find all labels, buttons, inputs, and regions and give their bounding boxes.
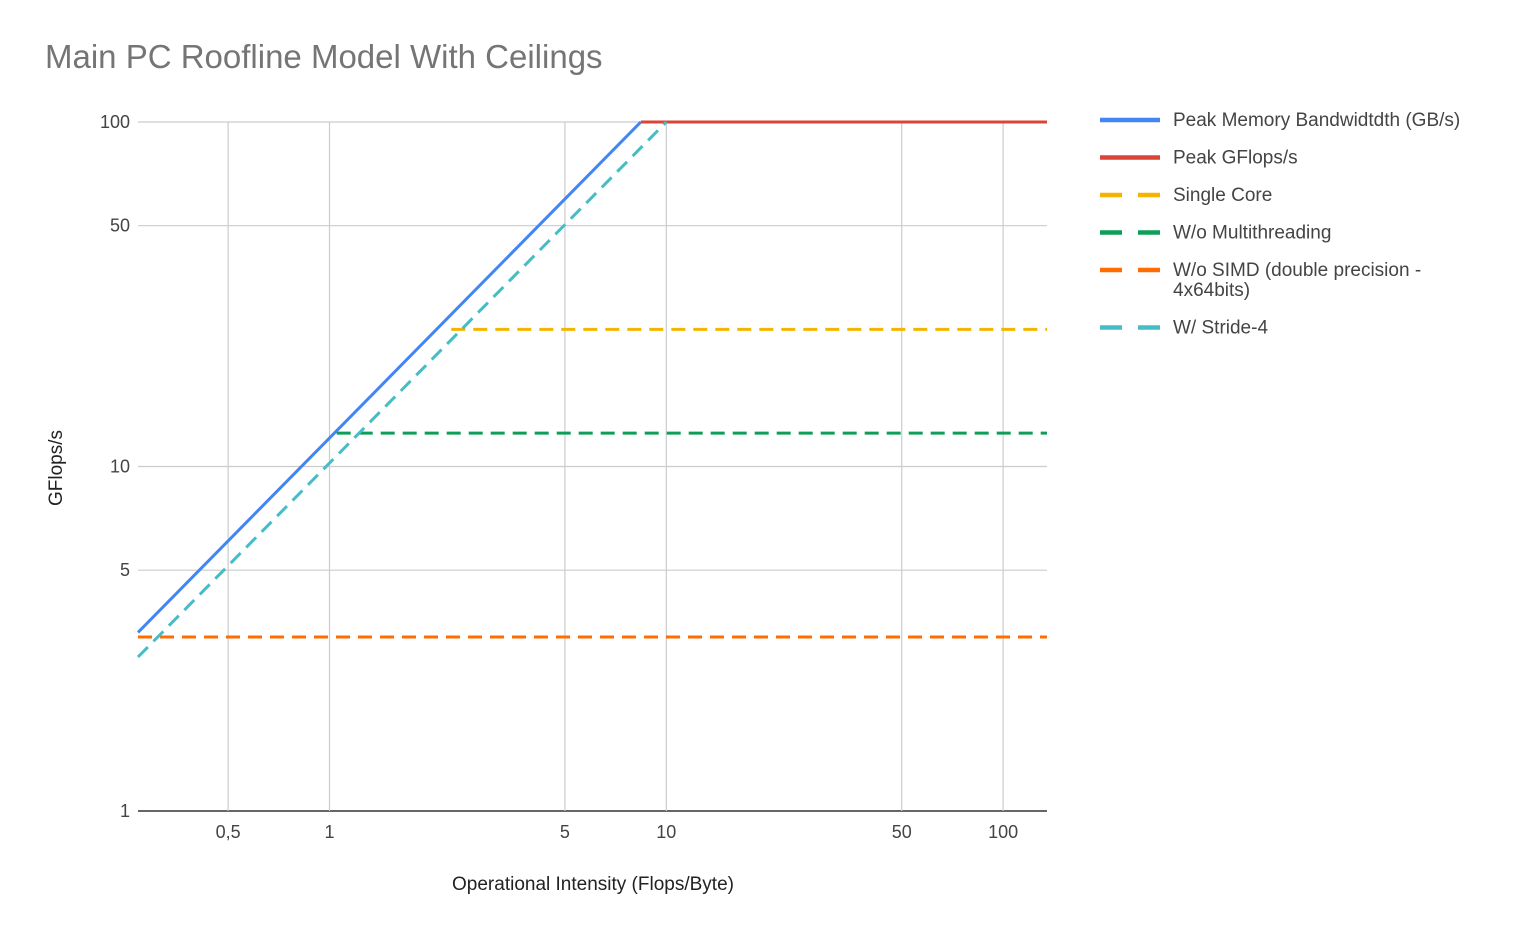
legend-label-2: Single Core <box>1173 185 1272 206</box>
x-tick-label: 50 <box>892 822 912 842</box>
y-tick-label: 5 <box>120 560 130 580</box>
grid <box>138 121 1047 812</box>
legend-label-4: W/o SIMD (double precision -4x64bits) <box>1173 260 1421 301</box>
x-tick-label: 1 <box>325 822 335 842</box>
series-line-0 <box>136 120 642 634</box>
legend-label-5: W/ Stride-4 <box>1173 318 1268 339</box>
series-lines <box>136 120 1047 659</box>
legend-label-1: Peak GFlops/s <box>1173 148 1298 169</box>
series-line-5 <box>136 120 668 659</box>
legend-label-0: Peak Memory Bandwidtdth (GB/s) <box>1173 110 1460 131</box>
x-tick-label: 0,5 <box>216 822 241 842</box>
x-axis-title: Operational Intensity (Flops/Byte) <box>452 874 734 895</box>
y-tick-label: 1 <box>120 801 130 821</box>
y-axis-title: GFlops/s <box>46 430 67 506</box>
x-tick-label: 100 <box>988 822 1018 842</box>
y-tick-label: 10 <box>110 457 130 477</box>
legend: Peak Memory Bandwidtdth (GB/s) Peak GFlop… <box>1100 110 1460 339</box>
y-tick-label: 50 <box>110 216 130 236</box>
chart-title: Main PC Roofline Model With Ceilings <box>45 38 603 75</box>
legend-label-3: W/o Multithreading <box>1173 223 1331 244</box>
x-tick-label: 5 <box>560 822 570 842</box>
y-tick-label: 100 <box>100 112 130 132</box>
x-tick-label: 10 <box>656 822 676 842</box>
tick-labels: 1 5 10 50 100 0,5 1 5 10 50 100 <box>100 112 1018 842</box>
